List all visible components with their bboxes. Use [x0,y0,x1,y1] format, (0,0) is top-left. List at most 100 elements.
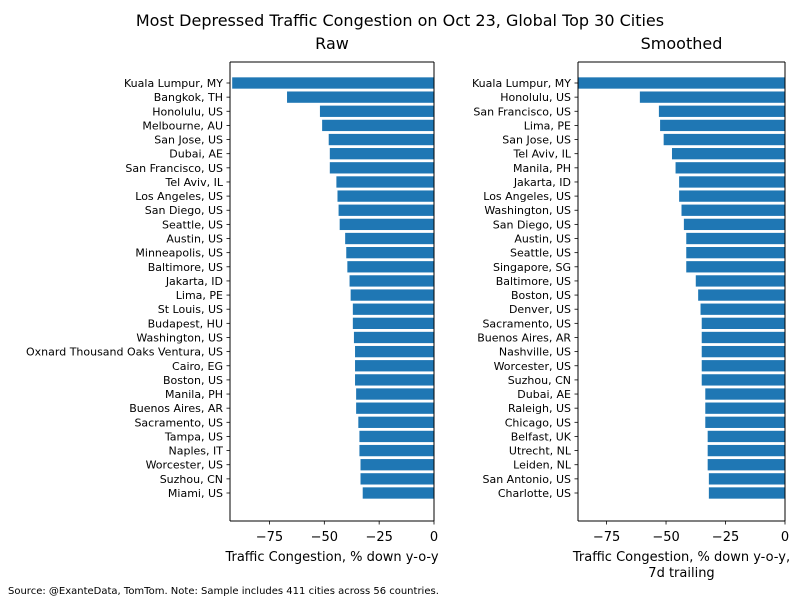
smoothed-ytick-label-10: San Diego, US [493,218,571,231]
smoothed-ytick-label-0: Kuala Lumpur, MY [472,77,571,90]
raw-ytick-label-22: Manila, PH [165,388,223,401]
smoothed-ytick-label-27: Leiden, NL [513,459,572,472]
smoothed-ytick-label-17: Sacramento, US [482,317,571,330]
smoothed-bar-23 [705,402,785,414]
smoothed-ytick-label-2: San Francisco, US [473,105,571,118]
smoothed-ytick-label-4: San Jose, US [502,134,571,147]
smoothed-ytick-label-26: Utrecht, NL [509,445,572,458]
raw-bar-17 [352,317,434,329]
figure-suptitle: Most Depressed Traffic Congestion on Oct… [136,11,664,30]
smoothed-ytick-label-24: Chicago, US [505,416,571,429]
smoothed-ytick-label-28: San Antonio, US [482,473,571,486]
raw-ytick-label-24: Sacramento, US [134,416,223,429]
raw-ytick-label-29: Miami, US [168,487,223,500]
raw-ytick-label-27: Worcester, US [146,459,223,472]
raw-ytick-label-26: Naples, IT [169,445,224,458]
raw-xtick-label-1: −50 [311,530,338,545]
smoothed-xaxis-label: Traffic Congestion, % down y-o-y, [572,550,790,565]
raw-ytick-label-13: Baltimore, US [148,261,223,274]
smoothed-bar-29 [708,487,785,499]
smoothed-ytick-label-3: Lima, PE [524,119,571,132]
raw-ytick-label-6: San Francisco, US [125,162,223,175]
smoothed-bar-4 [663,133,785,146]
raw-ytick-label-7: Tel Aviv, IL [165,176,224,189]
raw-ytick-label-0: Kuala Lumpur, MY [124,77,223,90]
raw-bar-1 [287,91,434,103]
raw-bar-22 [356,388,434,400]
raw-bar-16 [352,303,434,315]
smoothed-bar-7 [679,176,785,188]
raw-ytick-label-25: Tampa, US [164,430,223,443]
smoothed-ytick-label-6: Manila, PH [513,162,571,175]
smoothed-ytick-label-9: Washington, US [484,204,571,217]
raw-bar-27 [360,459,434,471]
raw-bar-18 [353,331,434,344]
smoothed-ytick-label-13: Singapore, SG [493,261,571,274]
smoothed-bar-11 [686,232,785,245]
raw-ytick-label-2: Honolulu, US [152,105,223,118]
smoothed-bar-21 [701,374,785,386]
raw-bar-29 [362,487,434,499]
raw-ytick-label-9: San Diego, US [145,204,223,217]
raw-bar-19 [355,345,434,358]
smoothed-panel-title: Smoothed [641,34,723,53]
smoothed-xaxis-label-line2: 7d trailing [648,566,714,581]
raw-ytick-label-14: Jakarta, ID [165,275,223,288]
smoothed-ytick-label-22: Dubai, AE [517,388,571,401]
smoothed-bar-14 [695,275,785,287]
smoothed-ytick-label-16: Denver, US [509,303,571,316]
raw-ytick-label-17: Budapest, HU [148,317,223,330]
smoothed-bar-27 [707,459,785,471]
raw-bar-20 [355,360,434,372]
raw-ytick-label-3: Melbourne, AU [142,119,223,132]
raw-ytick-label-11: Austin, US [166,233,223,246]
raw-bar-6 [329,162,434,174]
smoothed-bar-28 [708,473,785,485]
raw-xtick-label-3: 0 [430,530,438,545]
smoothed-bar-10 [683,218,785,231]
smoothed-bar-5 [671,148,785,160]
smoothed-xtick-label-1: −50 [652,530,679,545]
raw-panel-title: Raw [315,34,349,53]
smoothed-bar-18 [701,331,785,344]
smoothed-xtick-label-0: −75 [593,530,620,545]
smoothed-bar-15 [698,289,785,301]
raw-bar-4 [328,133,434,146]
smoothed-ytick-label-23: Raleigh, US [508,402,571,415]
raw-bar-2 [319,105,434,117]
smoothed-ytick-label-21: Suzhou, CN [508,374,571,387]
smoothed-bar-20 [701,360,785,372]
smoothed-ytick-label-11: Austin, US [514,233,571,246]
raw-ytick-label-20: Cairo, EG [172,360,223,373]
raw-xaxis-label: Traffic Congestion, % down y-o-y [224,550,438,565]
smoothed-bar-17 [701,317,785,329]
smoothed-ytick-label-1: Honolulu, US [500,91,571,104]
raw-bar-26 [359,444,434,457]
raw-bar-15 [350,289,434,301]
raw-ytick-label-5: Dubai, AE [169,148,223,161]
smoothed-bar-0 [578,77,785,89]
raw-bar-9 [338,204,434,216]
raw-ytick-label-1: Bangkok, TH [154,91,223,104]
raw-bar-23 [356,402,434,414]
smoothed-bar-2 [658,105,785,117]
smoothed-bar-25 [707,430,785,443]
smoothed-bar-26 [707,444,785,457]
raw-bar-24 [358,416,434,428]
smoothed-bar-22 [705,388,785,400]
smoothed-bar-13 [686,261,785,273]
smoothed-xtick-label-3: 0 [781,530,789,545]
smoothed-bar-8 [679,190,785,202]
raw-ytick-label-16: St Louis, US [158,303,223,316]
raw-bar-8 [337,190,434,202]
smoothed-bar-24 [705,416,785,428]
raw-bar-3 [322,119,434,132]
smoothed-bar-12 [686,247,785,259]
smoothed-bar-6 [675,162,785,174]
raw-bar-0 [232,77,434,89]
raw-bar-10 [339,218,434,231]
raw-bar-11 [345,232,434,245]
